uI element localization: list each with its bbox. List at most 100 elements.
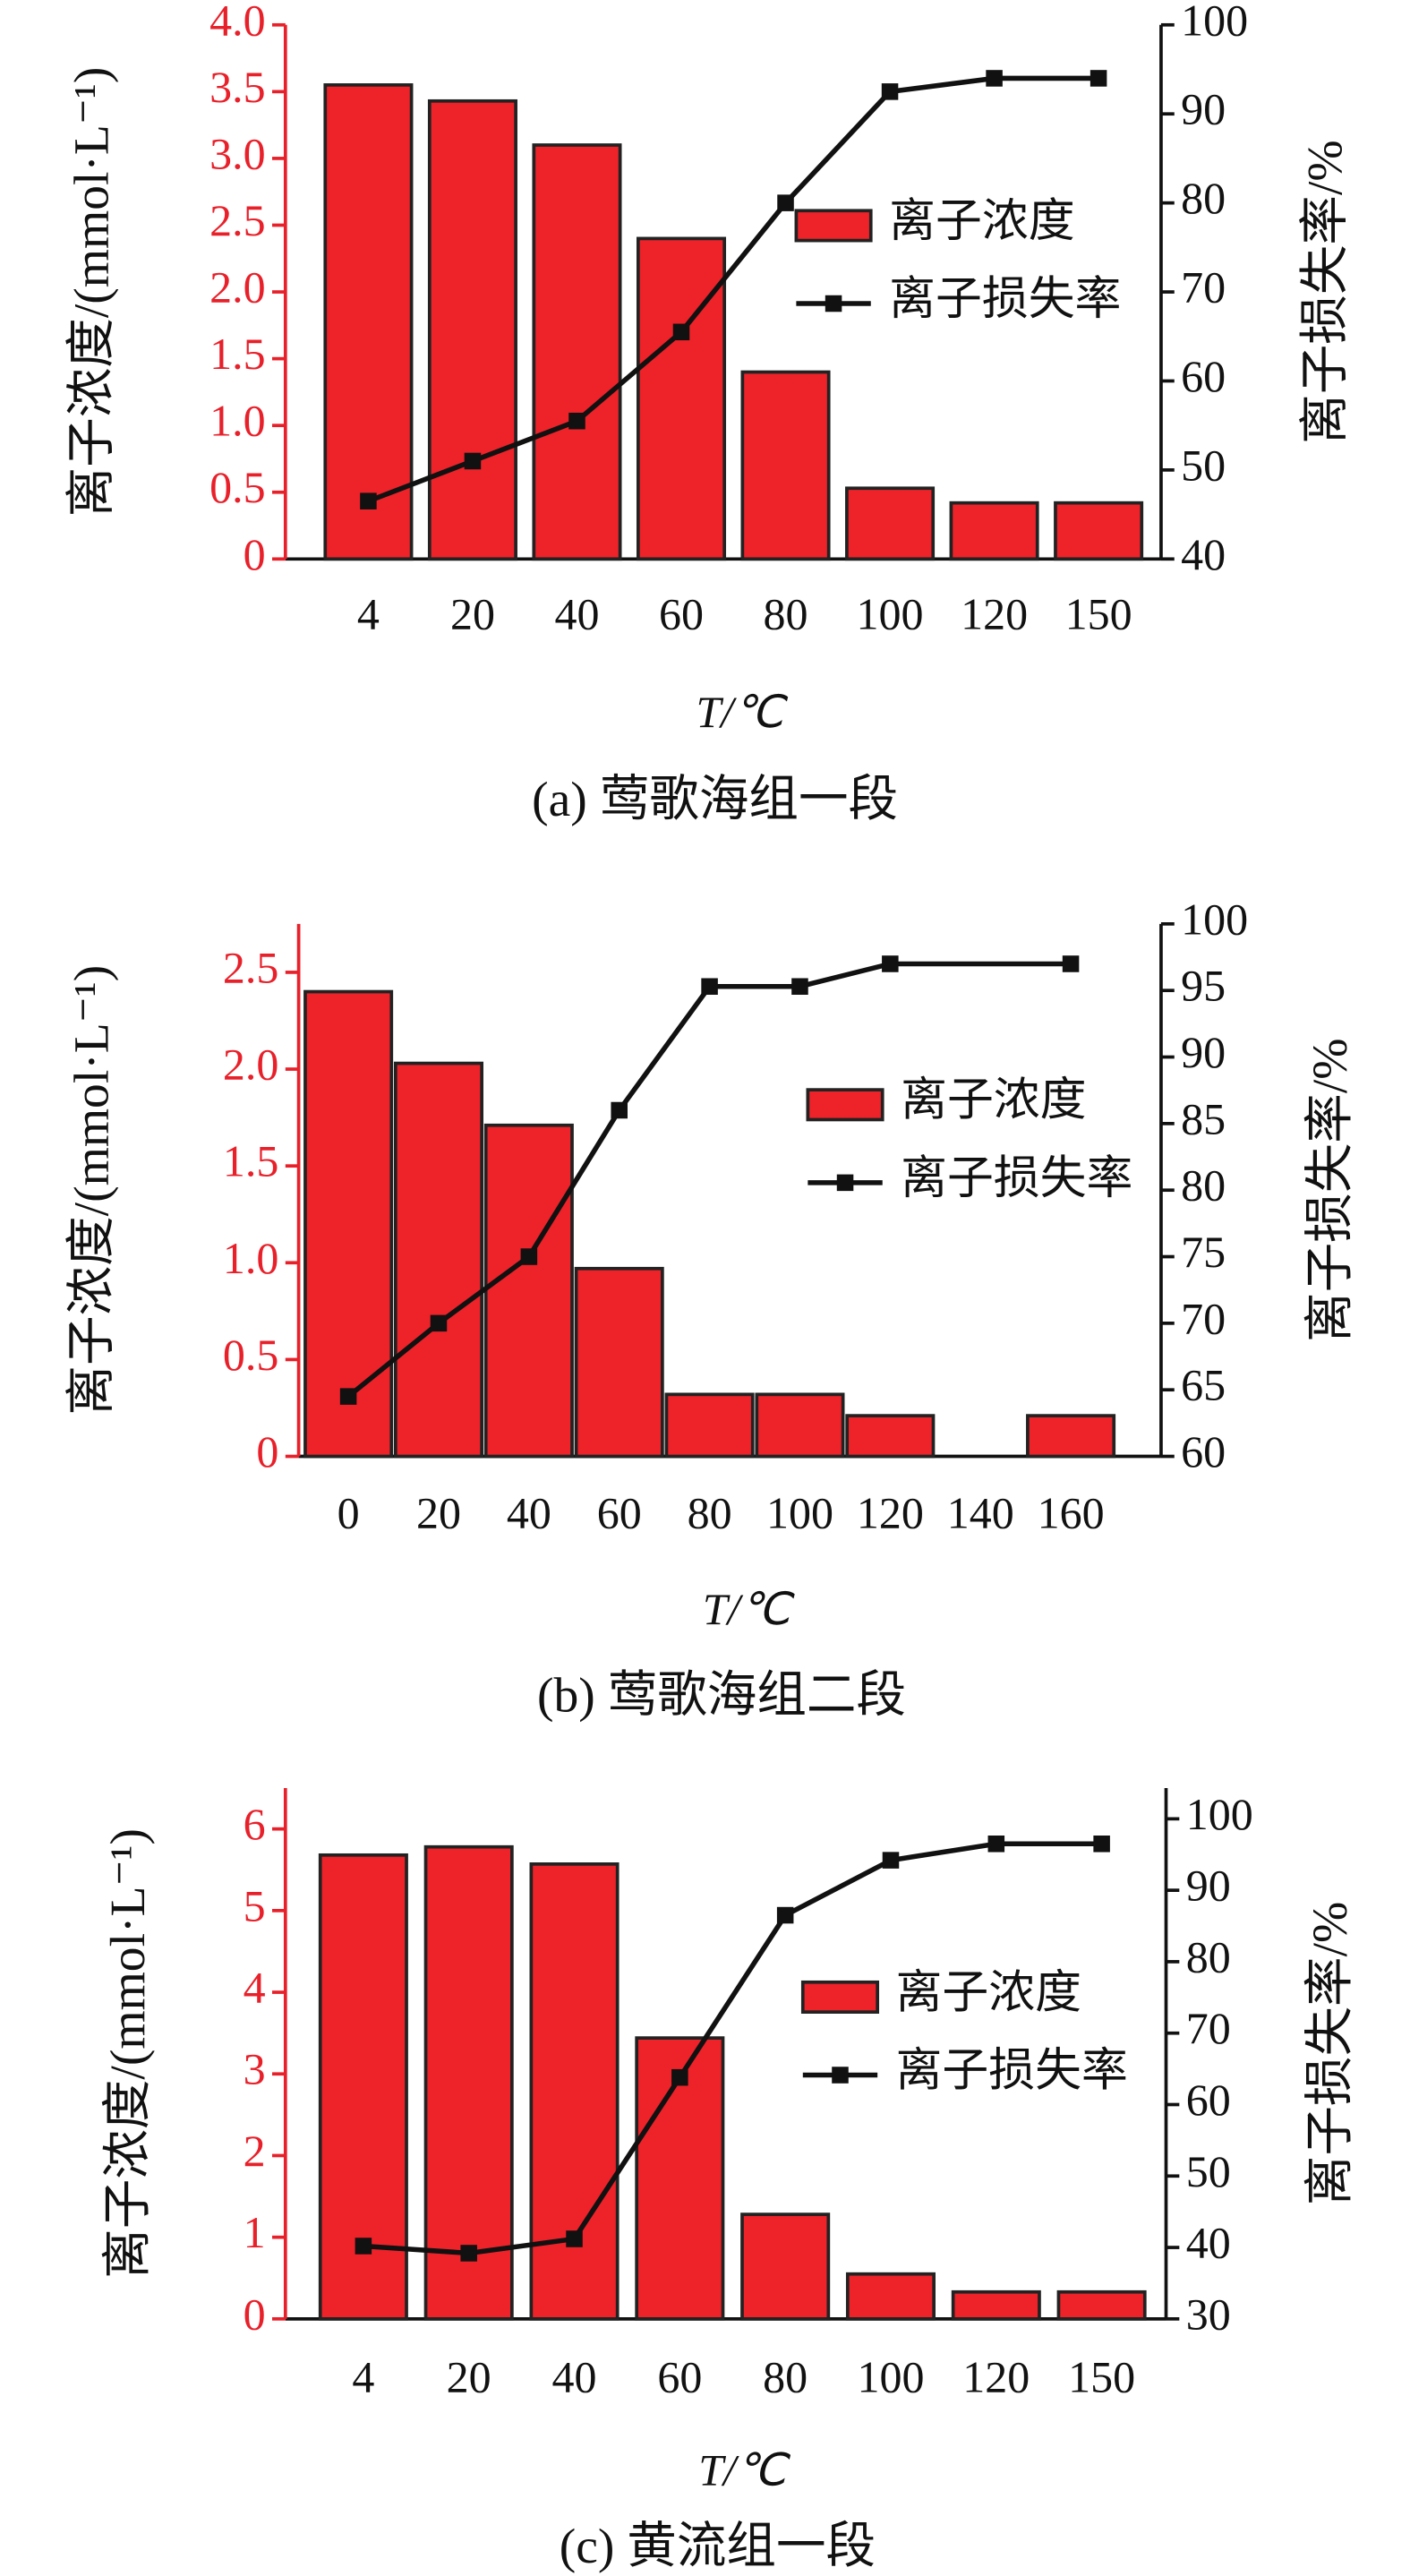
y-axis-label: 离子浓度/(mmol·L⁻¹): [64, 67, 119, 518]
x-tick-label: 20: [447, 2352, 491, 2402]
y-tick-label: 0.5: [209, 462, 266, 512]
bar: [845, 1414, 936, 1459]
line-marker: [777, 194, 794, 211]
x-tick-label: 160: [1038, 1488, 1105, 1538]
legend-label: 离子损失率: [901, 1153, 1132, 1204]
y-tick-label: 0: [256, 1426, 278, 1476]
y2-axis-label: 离子损失率/%: [1303, 1902, 1358, 2206]
bar: [845, 2272, 936, 2321]
legend-label: 离子浓度: [896, 1967, 1081, 2018]
line-marker: [464, 452, 482, 470]
y2-tick-label: 70: [1181, 1293, 1226, 1343]
x-tick-label: 80: [688, 1488, 732, 1538]
y2-tick-label: 30: [1186, 2289, 1231, 2339]
legend-swatch: [800, 1980, 880, 2014]
x-tick-label: 0: [338, 1488, 360, 1538]
line-marker: [611, 1101, 628, 1119]
legend-label: 离子损失率: [896, 2045, 1128, 2096]
bar: [529, 1862, 620, 2321]
line-marker: [882, 1852, 900, 1869]
x-tick-label: 100: [766, 1488, 833, 1538]
line-marker: [566, 2230, 583, 2247]
y2-tick-label: 100: [1181, 0, 1248, 45]
bar: [755, 1392, 845, 1459]
legend-label: 离子浓度: [889, 196, 1074, 247]
y-tick-label: 0: [244, 2289, 266, 2339]
bar: [483, 1123, 574, 1459]
bar: [1056, 2289, 1147, 2321]
bar: [323, 83, 414, 561]
bar: [636, 236, 727, 561]
line-marker: [1093, 1836, 1110, 1853]
x-tick-label: 40: [552, 2352, 597, 2402]
y2-tick-label: 50: [1186, 2146, 1231, 2196]
y-tick-label: 0: [244, 529, 266, 579]
line-marker: [430, 1314, 448, 1332]
chart-title: (b) 莺歌海组二段: [537, 1668, 906, 1724]
x-tick-label: 120: [962, 2352, 1030, 2402]
bar: [664, 1392, 755, 1459]
y-axis-label: 离子浓度/(mmol·L⁻¹): [100, 1828, 156, 2279]
legend-marker: [832, 2067, 849, 2084]
bar: [532, 143, 622, 561]
bar: [1026, 1414, 1116, 1459]
legend-marker: [825, 295, 842, 312]
y-tick-label: 3.5: [209, 62, 266, 112]
y2-tick-label: 60: [1181, 1426, 1226, 1476]
y2-tick-label: 95: [1181, 961, 1226, 1011]
x-tick-label: 150: [1065, 588, 1132, 638]
line-marker: [701, 978, 718, 996]
y-tick-label: 6: [244, 1799, 266, 1849]
y-tick-label: 3.0: [209, 128, 266, 178]
line: [346, 961, 1072, 1399]
y2-tick-label: 90: [1186, 1861, 1231, 1911]
y2-tick-label: 75: [1181, 1227, 1226, 1277]
bar: [740, 370, 831, 561]
bar: [845, 486, 936, 561]
y2-axis-label: 离子损失率/%: [1298, 140, 1354, 444]
y-tick-label: 1.0: [209, 396, 266, 446]
line-marker: [776, 1906, 794, 1924]
x-tick-label: 60: [657, 2352, 702, 2402]
bar: [740, 2212, 831, 2321]
y2-tick-label: 100: [1181, 894, 1248, 944]
y-tick-label: 2: [244, 2126, 266, 2176]
bar: [303, 989, 394, 1459]
y-axis-label: 离子浓度/(mmol·L⁻¹): [64, 965, 119, 1416]
y2-tick-label: 85: [1181, 1093, 1226, 1143]
y2-axis-label: 离子损失率/%: [1303, 1038, 1358, 1342]
line: [363, 1841, 1102, 2256]
y2-tick-label: 100: [1186, 1789, 1253, 1839]
y2-tick-label: 80: [1186, 1931, 1231, 1981]
y-tick-label: 2.5: [209, 195, 266, 245]
line-marker: [881, 83, 899, 100]
y2-tick-label: 80: [1181, 1160, 1226, 1211]
x-tick-label: 120: [857, 1488, 924, 1538]
x-tick-label: 60: [597, 1488, 642, 1538]
line-marker: [791, 978, 808, 996]
legend-label: 离子损失率: [889, 274, 1121, 325]
x-tick-label: 150: [1068, 2352, 1135, 2402]
y2-tick-label: 65: [1181, 1360, 1226, 1410]
y-tick-label: 1.5: [209, 329, 266, 379]
y-tick-label: 0.5: [223, 1330, 279, 1380]
y-tick-label: 5: [244, 1880, 266, 1930]
y-tick-label: 4.0: [209, 0, 266, 45]
line-marker: [671, 2068, 688, 2086]
y2-tick-label: 50: [1181, 440, 1226, 490]
bar: [574, 1266, 664, 1459]
line-marker: [568, 412, 585, 430]
y-tick-label: 2.0: [223, 1040, 279, 1090]
chart-title: (a) 莺歌海组一段: [532, 772, 898, 827]
bar: [393, 1061, 483, 1459]
y-tick-label: 3: [244, 2044, 266, 2094]
x-tick-label: 20: [450, 588, 495, 638]
legend-swatch: [806, 1088, 884, 1122]
y2-tick-label: 90: [1181, 84, 1226, 134]
legend-label: 离子浓度: [901, 1075, 1086, 1126]
bar: [1054, 501, 1144, 561]
x-tick-label: 100: [857, 588, 924, 638]
y2-tick-label: 60: [1181, 351, 1226, 401]
y-tick-label: 2.0: [209, 262, 266, 312]
x-axis-label: T/℃: [703, 1584, 796, 1634]
